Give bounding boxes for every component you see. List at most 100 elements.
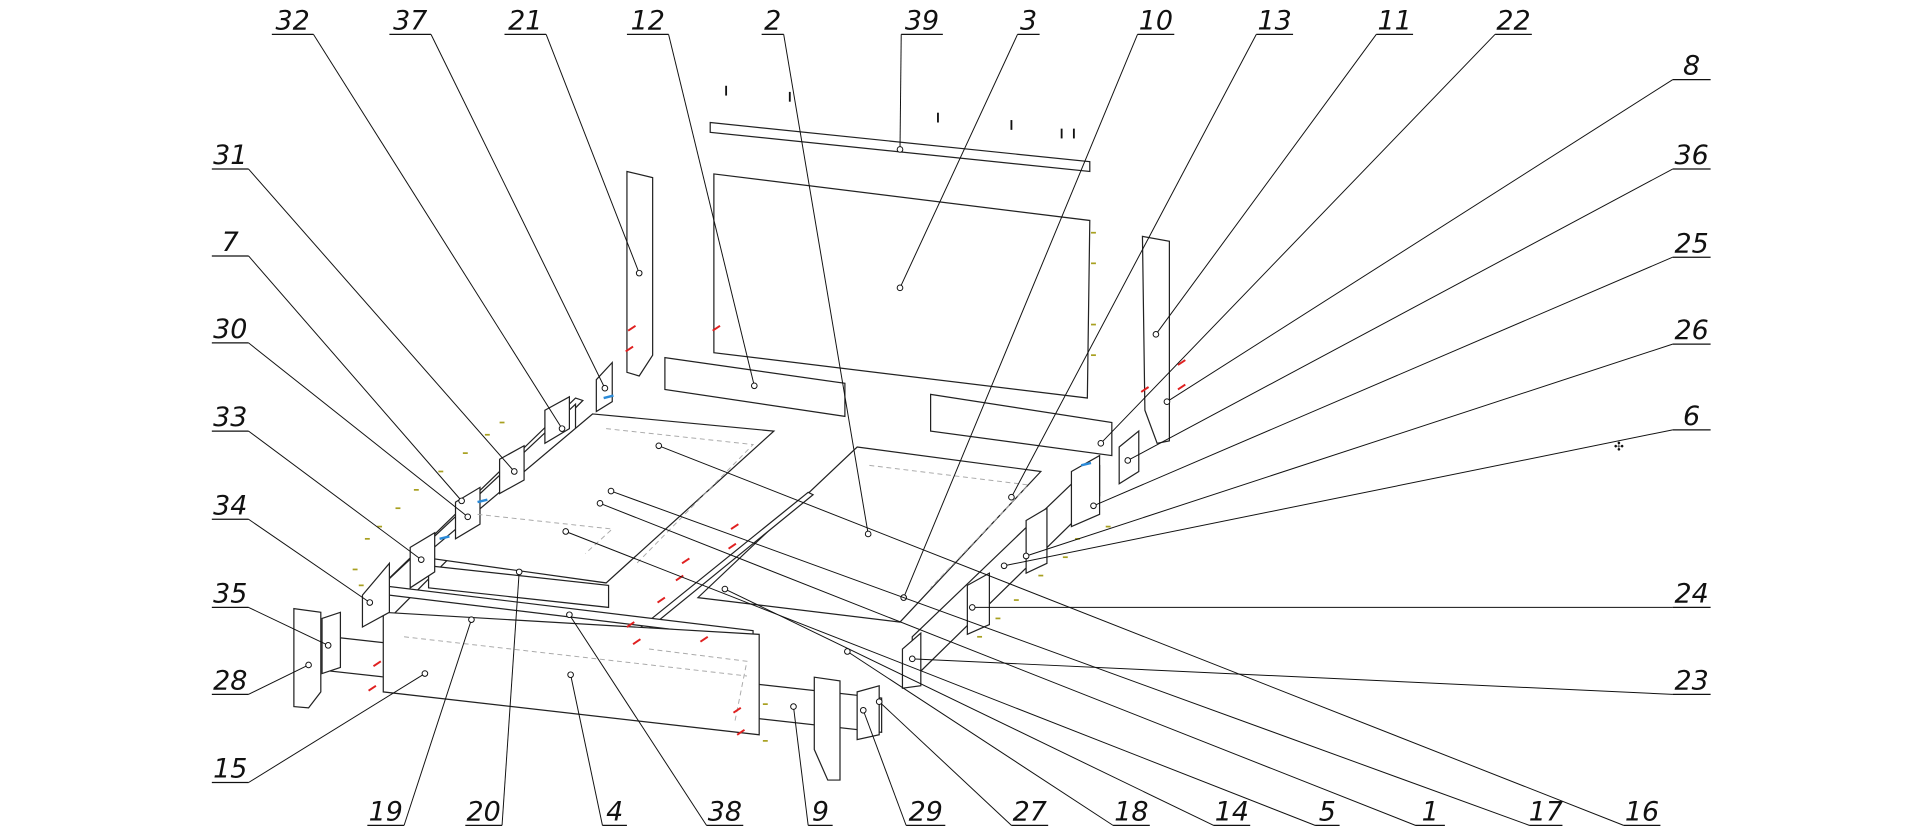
leader-dot [1090,502,1097,510]
leader-line [668,34,755,386]
callout: 33 [211,402,425,563]
leader-dot [421,670,429,677]
corner-plate-front-right [856,684,880,741]
leader-dot [607,487,615,495]
callout-number: 22 [1496,5,1530,36]
red-fastener-mark [681,557,690,565]
leader-line [1127,168,1673,461]
red-fastener-mark [736,729,746,736]
callout-number: 21 [508,5,542,36]
red-fastener-mark [728,542,737,550]
leader-dot [750,382,758,390]
leader-line [783,34,869,535]
leader-line [568,614,707,826]
callout: 25 [1090,228,1711,510]
leader-dot [596,500,604,507]
callout-number: 27 [1013,796,1047,827]
corner-plate-front-left [321,611,342,675]
callout-number: 39 [905,5,939,36]
right-mid-block [1025,507,1048,575]
callout: 21 [504,5,643,277]
callout: 20 [465,568,523,827]
leader-line [1166,79,1673,403]
callout-number: 34 [213,490,247,521]
red-fastener-mark [626,621,635,628]
callout: 1 [596,500,1445,827]
leader-dot [305,661,312,669]
callout: 36 [1124,140,1711,464]
leader-line [313,34,563,429]
callout-number: 26 [1674,315,1708,346]
leader-line [248,255,463,502]
leader-dot [896,284,904,292]
leader-dot [859,706,867,714]
leader-dot [790,703,797,710]
leader-line [570,674,603,826]
hidden-edge [606,428,755,564]
leader-line [248,342,469,518]
red-fastener-mark [1177,383,1186,391]
red-fastener-mark [657,596,666,604]
leader-dot [844,648,851,655]
leader-line [248,168,515,472]
callout-number: 29 [909,796,943,827]
callout-number: 24 [1674,579,1708,610]
right-leg-rear [1141,235,1170,445]
leader-line [610,490,1530,826]
callout-number: 28 [213,665,247,696]
callout: 11 [1152,5,1414,338]
callout: 3 [896,5,1040,292]
callout: 35 [211,579,332,649]
left-end-plate [361,561,390,629]
leader-dot [635,269,643,277]
callout-number: 13 [1258,5,1292,36]
leader-line [248,518,371,603]
leader-dot [468,616,475,623]
callout-number: 23 [1674,665,1708,696]
leader-line [1003,429,1673,567]
hidden-edge [477,513,614,554]
red-fastener-mark [368,684,377,692]
front-left-leg [293,607,322,709]
callout: 8 [1163,51,1711,406]
blue-fastener-mark [439,535,450,541]
red-fastener-mark [675,574,684,582]
leader-dot [1124,457,1132,464]
leader-line [899,34,902,150]
callout-number: 38 [708,796,742,827]
leader-dot [1008,493,1015,501]
callout-number: 17 [1529,796,1563,827]
callout-number: 37 [393,5,427,36]
leader-dot [464,513,472,521]
callout: 17 [607,487,1563,827]
red-fastener-mark [632,638,641,645]
callout-number: 30 [213,314,247,345]
callout-number: 2 [764,5,781,36]
leader-line [862,710,907,826]
callout: 18 [844,648,1150,827]
callout-number: 3 [1020,5,1037,36]
right-front-block [966,572,990,636]
leader-dot [1000,562,1008,570]
red-fastener-mark [730,523,739,530]
callout: 14 [721,585,1251,827]
hidden-edge [869,464,1030,589]
callout-number: 14 [1215,796,1249,827]
hidden-edge [404,636,747,677]
leader-line [658,445,1624,826]
leader-dot [1097,440,1105,447]
callout-number: 32 [276,5,310,36]
blue-fastener-mark [603,394,614,400]
callout: 30 [211,314,472,521]
callout: 19 [367,616,475,827]
leader-dot [655,442,663,450]
callout-number: 4 [606,796,623,827]
leader-dot [458,497,465,505]
callout-number: 33 [213,402,247,433]
callout: 16 [655,442,1661,827]
leader-line [565,531,1316,826]
callout-number: 6 [1683,401,1700,432]
callout-number: 25 [1674,228,1708,259]
callout-number: 19 [369,796,403,827]
